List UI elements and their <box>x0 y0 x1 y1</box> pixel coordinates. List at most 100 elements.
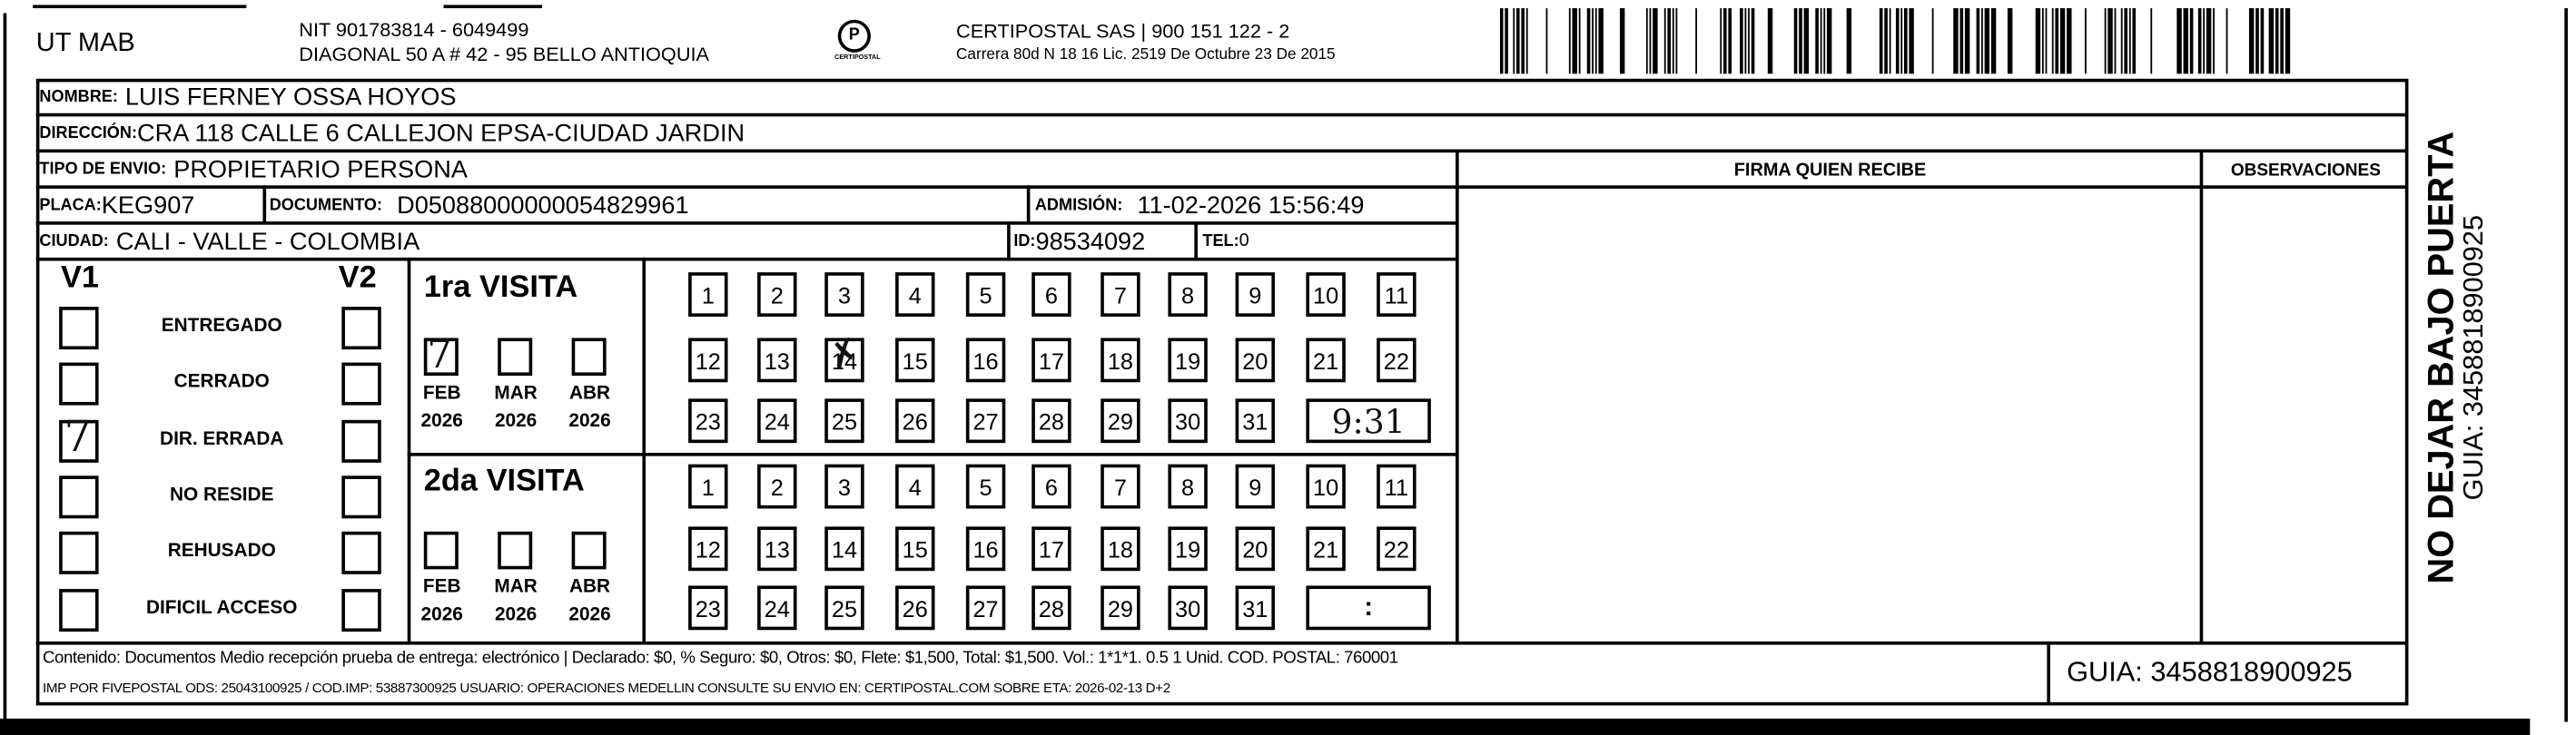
day-box[interactable]: 3 <box>824 272 864 317</box>
day-box[interactable]: 17 <box>1031 338 1071 383</box>
v2-checkbox[interactable] <box>341 362 381 406</box>
observaciones-area[interactable] <box>2203 189 2408 642</box>
month-checkbox[interactable] <box>498 531 533 570</box>
v1-checkbox[interactable]: 7 <box>59 414 99 463</box>
day-box[interactable]: 20 <box>1235 338 1276 383</box>
day-box[interactable]: 5 <box>965 272 1006 317</box>
day-box[interactable]: 24 <box>757 585 797 631</box>
day-box[interactable]: 18 <box>1100 338 1140 383</box>
day-box[interactable]: 11 <box>1377 464 1416 509</box>
v2-checkbox[interactable] <box>341 307 381 350</box>
v1-checkbox[interactable] <box>59 475 99 519</box>
day-box[interactable]: 12 <box>688 526 728 572</box>
day-box[interactable]: 11 <box>1377 272 1416 317</box>
day-box[interactable]: 29 <box>1100 398 1140 444</box>
day-box[interactable]: 18 <box>1100 526 1140 572</box>
day-box[interactable]: 30 <box>1168 585 1208 631</box>
day-box[interactable]: 15 <box>895 338 935 383</box>
day-box[interactable]: 26 <box>895 398 935 444</box>
day-box[interactable]: 14 ✗ <box>824 330 866 383</box>
day-box[interactable]: 23 <box>688 585 728 631</box>
day-box[interactable]: 3 <box>824 464 864 509</box>
firma-header: FIRMA QUIEN RECIBE <box>1733 161 1927 181</box>
day-box[interactable]: 13 <box>757 338 797 383</box>
edge-line <box>3 13 7 722</box>
day-box[interactable]: 19 <box>1168 526 1208 572</box>
month-checkbox[interactable] <box>571 338 607 377</box>
day-box[interactable]: 29 <box>1100 585 1140 631</box>
day-box[interactable]: 22 <box>1377 526 1416 572</box>
day-box[interactable]: 5 <box>965 464 1006 509</box>
day-box[interactable]: 6 <box>1031 464 1071 509</box>
month-checkbox[interactable]: 7 <box>423 331 459 377</box>
month-name: MAR <box>494 577 538 598</box>
day-box[interactable]: 9 <box>1235 464 1276 509</box>
observaciones-header: OBSERVACIONES <box>2230 161 2381 181</box>
day-box[interactable]: 6 <box>1031 272 1071 317</box>
day-box[interactable]: 23 <box>688 398 728 444</box>
day-box[interactable]: 4 <box>895 464 935 509</box>
status-option-label: ENTREGADO <box>161 316 282 337</box>
divider <box>407 453 1457 456</box>
v2-checkbox[interactable] <box>341 475 381 519</box>
v2-checkbox[interactable] <box>341 419 381 463</box>
day-box[interactable]: 8 <box>1168 464 1208 509</box>
barcode-bar <box>2268 8 2275 74</box>
day-box[interactable]: 16 <box>965 338 1006 383</box>
day-box[interactable]: 10 <box>1306 464 1346 509</box>
day-box[interactable]: 31 <box>1235 398 1276 444</box>
v1-checkbox[interactable] <box>59 531 99 574</box>
day-box[interactable]: 19 <box>1168 338 1208 383</box>
barcode-bar <box>2128 8 2131 74</box>
barcode-bar <box>1521 8 1525 74</box>
day-box[interactable]: 17 <box>1031 526 1071 572</box>
day-box[interactable]: 31 <box>1235 585 1276 631</box>
v2-checkbox[interactable] <box>341 589 381 632</box>
day-box[interactable]: 2 <box>757 464 797 509</box>
day-box[interactable]: 27 <box>965 398 1006 444</box>
day-box[interactable]: 1 <box>688 464 728 509</box>
barcode-bar <box>2203 8 2206 74</box>
day-box[interactable]: 25 <box>824 585 864 631</box>
day-box[interactable]: 16 <box>965 526 1006 572</box>
day-box[interactable]: 10 <box>1306 272 1346 317</box>
day-box[interactable]: 1 <box>688 272 728 317</box>
day-box[interactable]: 14 <box>824 526 864 572</box>
day-box[interactable]: 9 <box>1235 272 1276 317</box>
barcode-bar <box>1884 8 1888 74</box>
day-box[interactable]: 21 <box>1306 338 1346 383</box>
day-box[interactable]: 28 <box>1031 398 1071 444</box>
day-box[interactable]: 25 <box>824 398 864 444</box>
day-box[interactable]: 7 <box>1100 272 1140 317</box>
field-admision: ADMISIÓN: 11-02-2026 15:56:49 <box>1035 187 1365 223</box>
barcode-bar <box>1793 8 1798 74</box>
month-checkbox[interactable] <box>423 531 459 570</box>
day-box[interactable]: 27 <box>965 585 1006 631</box>
day-box[interactable]: 28 <box>1031 585 1071 631</box>
day-box[interactable]: 21 <box>1306 526 1346 572</box>
day-box[interactable]: 26 <box>895 585 935 631</box>
day-box[interactable]: 22 <box>1377 338 1416 383</box>
signature-area[interactable] <box>1459 189 2200 642</box>
month-checkbox[interactable] <box>498 338 533 377</box>
day-box[interactable]: 24 <box>757 398 797 444</box>
barcode-bar <box>2067 8 2072 74</box>
day-box[interactable]: 8 <box>1168 272 1208 317</box>
v1-checkbox[interactable] <box>59 307 99 350</box>
day-box[interactable]: 2 <box>757 272 797 317</box>
time-box[interactable]: 9:31 <box>1306 398 1431 444</box>
day-box[interactable]: 20 <box>1235 526 1276 572</box>
barcode-bar <box>2189 8 2194 74</box>
v2-checkbox[interactable] <box>341 531 381 574</box>
v1-checkbox[interactable] <box>59 362 99 406</box>
v1-checkbox[interactable] <box>59 589 99 632</box>
day-box[interactable]: 4 <box>895 272 935 317</box>
day-box[interactable]: 30 <box>1168 398 1208 444</box>
placa-label: PLACA: <box>39 196 102 214</box>
month-checkbox[interactable] <box>571 531 607 570</box>
day-box[interactable]: 7 <box>1100 464 1140 509</box>
day-box[interactable]: 12 <box>688 338 728 383</box>
day-box[interactable]: 15 <box>895 526 935 572</box>
time-box[interactable]: : <box>1306 585 1431 631</box>
day-box[interactable]: 13 <box>757 526 797 572</box>
